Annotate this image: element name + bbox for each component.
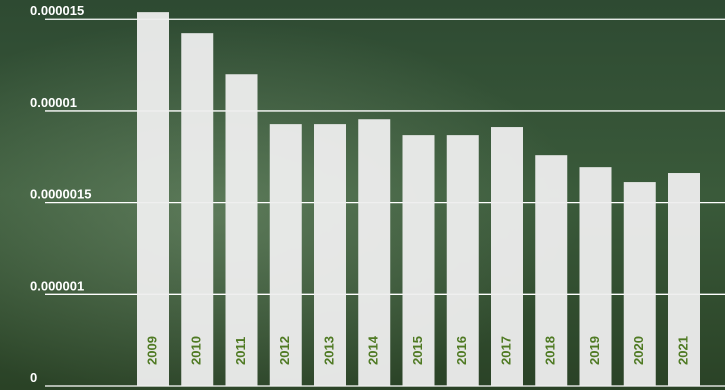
x-tick-label: 2014 [366, 335, 381, 365]
bar [358, 119, 391, 386]
bar [668, 173, 700, 386]
bar [446, 135, 479, 386]
x-tick-label: 2017 [498, 336, 513, 365]
bar [623, 182, 656, 386]
y-tick-label: 0.000015 [30, 3, 84, 18]
bar [137, 12, 169, 387]
x-tick-label: 2010 [189, 336, 204, 365]
x-tick-label: 2009 [144, 336, 159, 365]
y-tick-label: 0.0000015 [30, 187, 91, 202]
bar [225, 74, 258, 386]
x-tick-label: 2021 [675, 336, 690, 365]
x-tick-label: 2012 [277, 336, 292, 365]
x-tick-label: 2013 [321, 336, 336, 365]
bar [402, 135, 435, 386]
x-tick-label: 2011 [233, 337, 248, 365]
x-tick-label: 2018 [543, 336, 558, 365]
x-tick-label: 2019 [587, 336, 602, 365]
x-tick-label: 2015 [410, 336, 425, 365]
y-tick-label: 0.000001 [30, 278, 84, 293]
bar [181, 33, 214, 386]
x-tick-label: 2020 [631, 336, 646, 365]
bar [491, 127, 523, 386]
bar [269, 124, 302, 386]
x-tick-label: 2016 [454, 336, 469, 365]
bar [314, 124, 346, 386]
y-tick-label: 0 [30, 370, 37, 385]
bar [535, 155, 568, 386]
bar [579, 167, 612, 386]
y-tick-label: 0.00001 [30, 95, 77, 110]
